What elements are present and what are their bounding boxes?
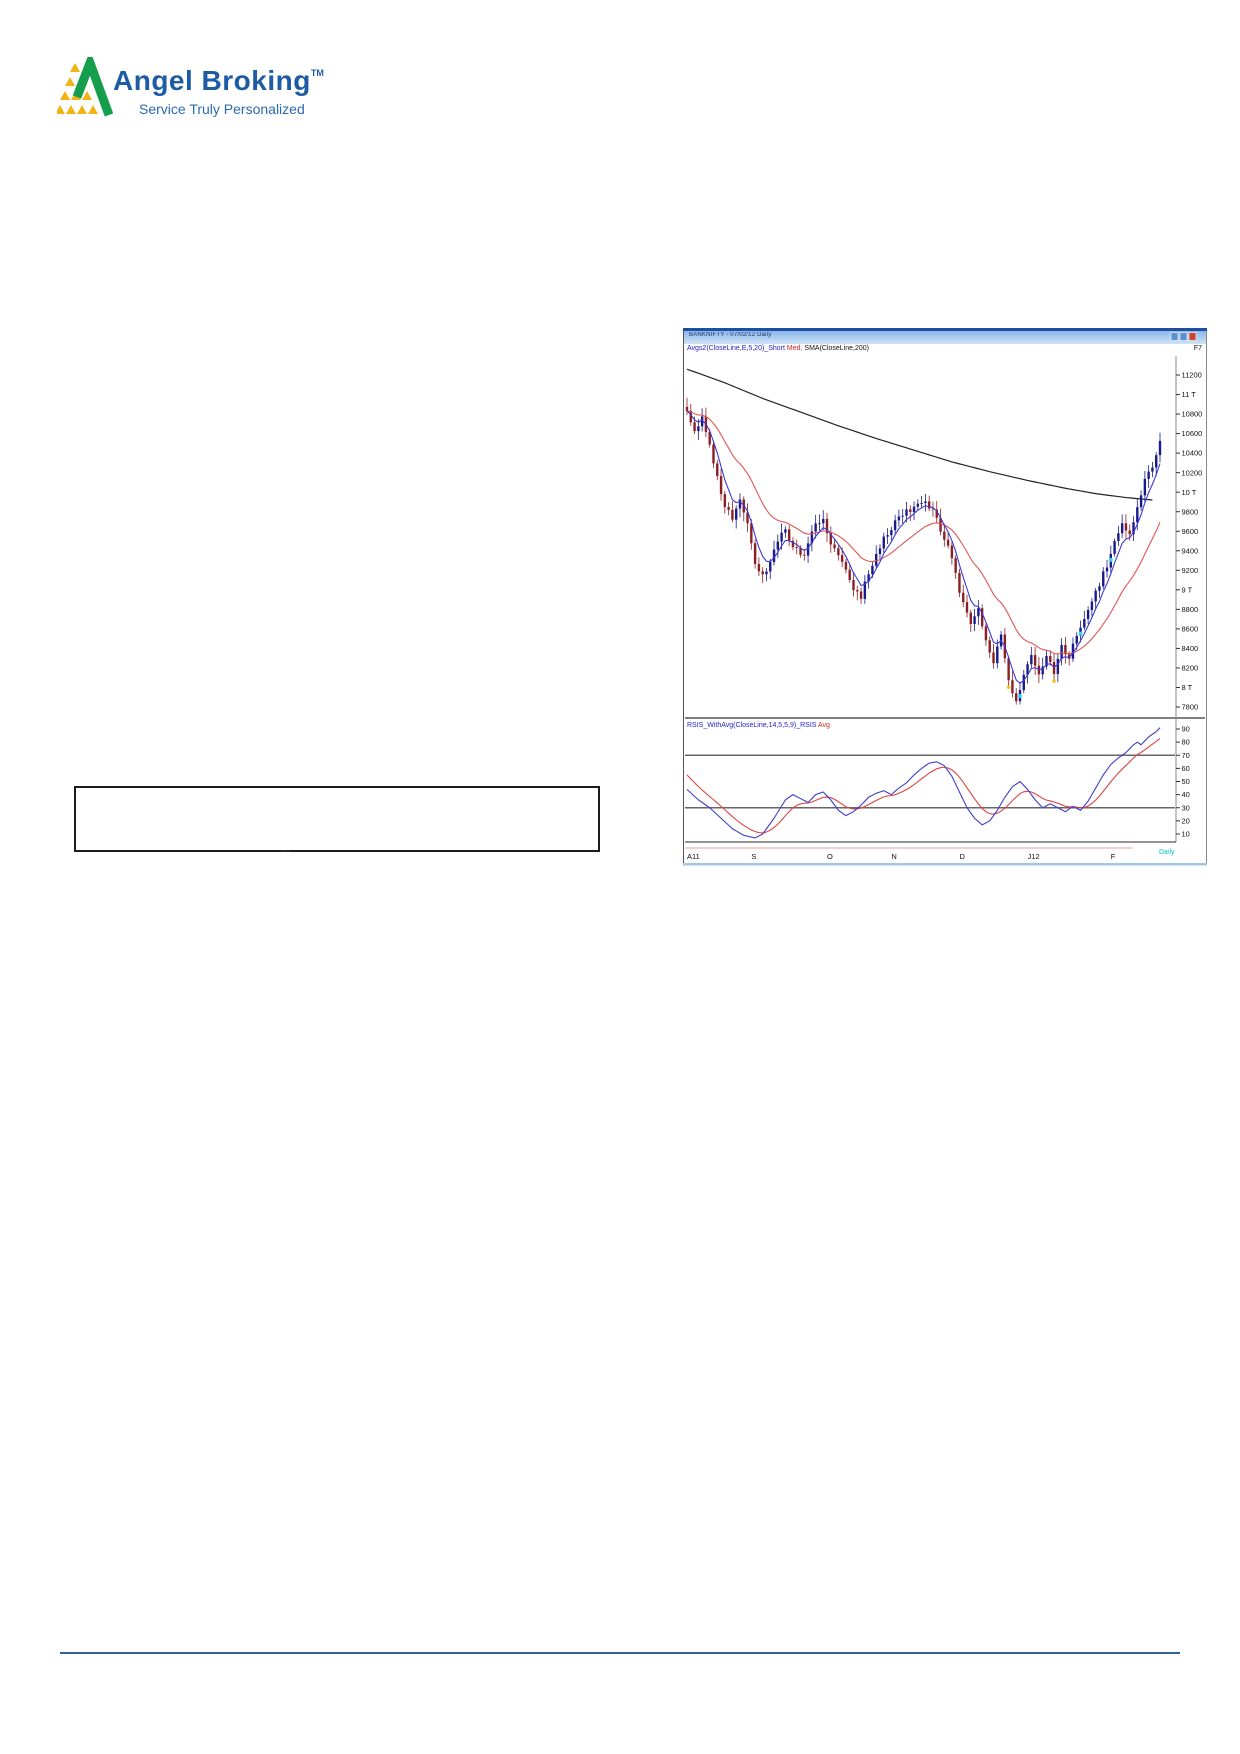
svg-text:10400: 10400 <box>1182 449 1203 458</box>
rsi-avg-label: Avg <box>816 722 830 729</box>
svg-text:10200: 10200 <box>1182 468 1203 477</box>
svg-text:10 T: 10 T <box>1182 488 1197 497</box>
time-axis-labels: A11 S O N D J12 F <box>687 852 1116 861</box>
sma200-line <box>686 368 1153 501</box>
price-pane-indicator-label: Avgs2(CloseLine,E,5,20)_Short Med, SMA(C… <box>687 345 869 352</box>
chart-window: 11200 11 T 10800 10600 10400 10200 10 T 9800 960… <box>683 328 1207 866</box>
brand-tagline: Service Truly Personalized <box>139 101 305 117</box>
svg-text:J12: J12 <box>1028 852 1040 861</box>
svg-text:50: 50 <box>1182 777 1190 786</box>
ema-med-line <box>686 410 1161 655</box>
svg-text:10: 10 <box>1182 830 1190 839</box>
window-buttons[interactable] <box>1170 332 1197 341</box>
svg-text:F: F <box>1111 852 1116 861</box>
technical-chart-svg: 11200 11 T 10800 10600 10400 10200 10 T 9800 960… <box>683 328 1207 866</box>
svg-text:8400: 8400 <box>1182 644 1199 653</box>
svg-text:80: 80 <box>1182 738 1190 747</box>
svg-text:10800: 10800 <box>1182 410 1203 419</box>
svg-text:70: 70 <box>1182 751 1190 760</box>
indicator-sma-label: SMA(CloseLine,200) <box>802 345 869 352</box>
svg-text:11200: 11200 <box>1182 371 1202 380</box>
svg-text:9400: 9400 <box>1182 546 1199 555</box>
stray-tick-mark <box>281 850 290 852</box>
svg-text:9200: 9200 <box>1182 566 1199 575</box>
svg-text:9800: 9800 <box>1182 507 1199 516</box>
svg-text:7800: 7800 <box>1182 703 1199 712</box>
svg-text:11 T: 11 T <box>1182 390 1197 399</box>
yellow-signal-marker <box>1006 685 1011 690</box>
svg-text:9600: 9600 <box>1182 527 1199 536</box>
svg-text:8800: 8800 <box>1182 605 1199 614</box>
logo-pyramid-icon <box>57 57 113 117</box>
svg-text:9 T: 9 T <box>1182 585 1193 594</box>
cyan-signal-marker <box>1078 631 1083 636</box>
svg-text:N: N <box>891 852 896 861</box>
svg-text:30: 30 <box>1182 803 1190 812</box>
angel-broking-logo: Angel BrokingTM Service Truly Personaliz… <box>55 55 355 135</box>
svg-text:10600: 10600 <box>1182 429 1203 438</box>
periodicity-label: Daily <box>1159 849 1175 856</box>
svg-text:60: 60 <box>1182 764 1190 773</box>
ema-short-line <box>686 410 1161 684</box>
svg-text:8600: 8600 <box>1182 624 1199 633</box>
cyan-signal-marker <box>1108 557 1113 562</box>
fkey-label: F7 <box>1193 345 1202 352</box>
svg-text:8 T: 8 T <box>1182 683 1193 692</box>
rsi-avg-line <box>686 737 1161 834</box>
price-axis-labels: 11200 11 T 10800 10600 10400 10200 10 T 9800 960… <box>1176 371 1202 712</box>
yellow-signal-marker <box>1052 679 1056 683</box>
chart-window-title: BANKNIFTY - 07/02/12 Daily <box>689 332 772 338</box>
footer-divider-line <box>60 1652 1180 1654</box>
rsi-main-label: RSIS_WithAvg(CloseLine,14,5,5,9)_RSIS <box>687 722 817 729</box>
indicator-med-label: Med, <box>784 345 803 352</box>
brand-trademark: TM <box>310 68 324 78</box>
rsi-pane-indicator-label: RSIS_WithAvg(CloseLine,14,5,5,9)_RSIS Av… <box>687 722 830 729</box>
empty-callout-box <box>74 786 600 852</box>
svg-text:O: O <box>827 852 833 861</box>
brand-name: Angel Broking <box>113 65 311 96</box>
svg-text:S: S <box>751 852 756 861</box>
svg-text:A11: A11 <box>687 852 700 861</box>
rsi-axis-labels: 90 80 70 60 50 40 30 20 10 <box>1176 725 1190 839</box>
indicator-short-label: Avgs2(CloseLine,E,5,20)_Short <box>687 345 785 352</box>
svg-text:D: D <box>959 852 965 861</box>
cyan-signal-marker <box>1017 694 1022 699</box>
svg-text:8200: 8200 <box>1182 664 1199 673</box>
rsi-line <box>686 727 1161 839</box>
svg-text:40: 40 <box>1182 790 1190 799</box>
svg-text:20: 20 <box>1182 816 1190 825</box>
svg-text:90: 90 <box>1182 725 1190 734</box>
